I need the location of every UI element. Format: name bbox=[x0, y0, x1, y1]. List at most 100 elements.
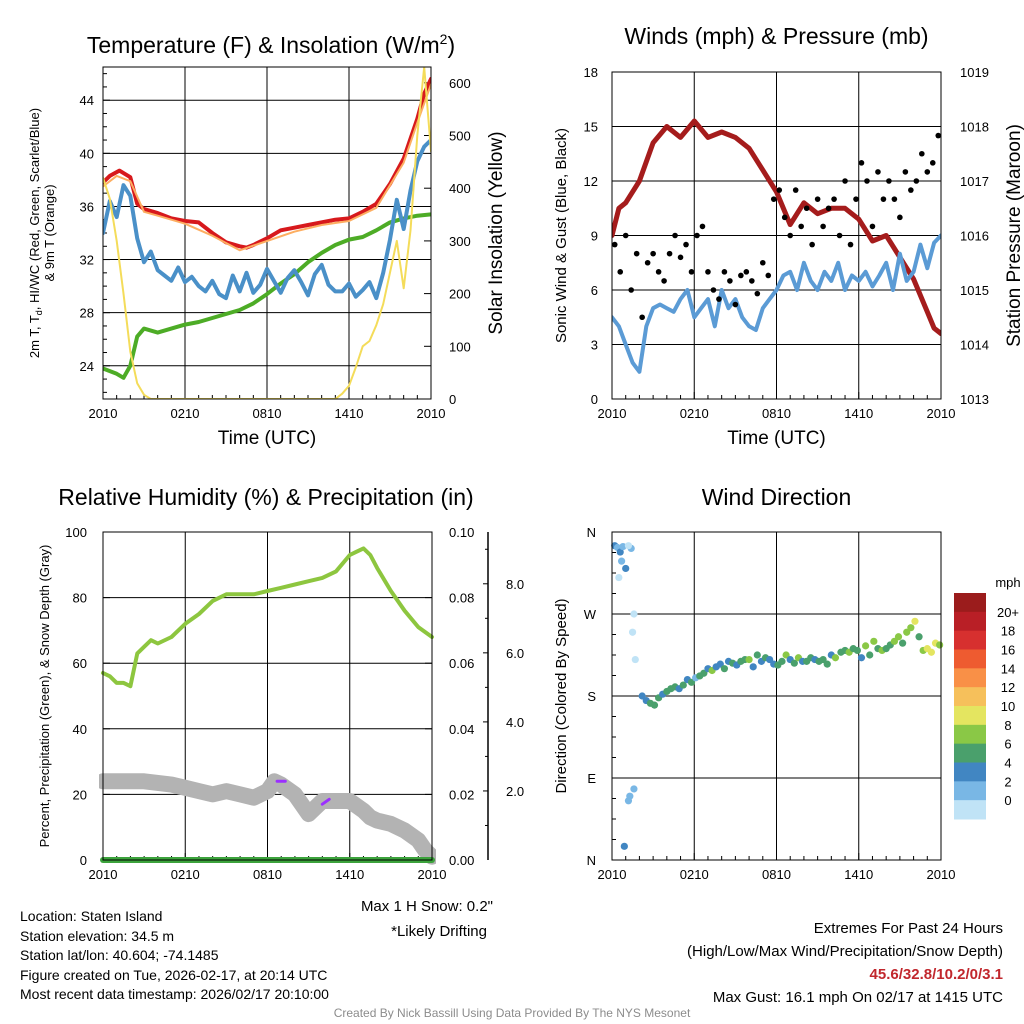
location-text: Location: Staten Island bbox=[20, 908, 163, 924]
y-right-tick-label: 1017 bbox=[960, 174, 989, 189]
gust-point bbox=[814, 196, 821, 202]
gust-point bbox=[886, 178, 892, 184]
gust-point bbox=[798, 223, 804, 230]
y-tick-label: 0 bbox=[80, 853, 87, 868]
x-tick-label: 0810 bbox=[253, 867, 282, 882]
x-tick-label: 0210 bbox=[680, 406, 709, 421]
gust-point bbox=[628, 287, 634, 293]
y-tick-label: 40 bbox=[73, 722, 87, 737]
direction-point bbox=[894, 633, 903, 641]
direction-point bbox=[857, 654, 866, 662]
likely-drifting-note: *Likely Drifting bbox=[391, 923, 487, 940]
colorbar-swatch bbox=[954, 706, 986, 726]
gust-point bbox=[842, 178, 848, 184]
extremes-title: Extremes For Past 24 Hours bbox=[813, 920, 1003, 937]
series-td bbox=[103, 212, 431, 380]
latlon-text: Station lat/lon: 40.604; -74.1485 bbox=[20, 947, 219, 963]
gust-point bbox=[644, 259, 651, 266]
gust-point bbox=[699, 223, 706, 230]
y-right-tick-label: 1013 bbox=[960, 392, 989, 407]
colorbar-tick-label: 14 bbox=[1001, 661, 1015, 676]
series-sonic-wind bbox=[612, 233, 941, 374]
gust-point bbox=[825, 205, 832, 212]
gust-point bbox=[633, 250, 640, 257]
y-tick-label: 0 bbox=[591, 392, 598, 407]
colorbar-tick-label: 20+ bbox=[997, 605, 1019, 620]
direction-point bbox=[624, 797, 633, 805]
temperature-y-axis-title: 2m T, Td, HI/WC (Red, Green, Scarlet/Blu… bbox=[27, 108, 44, 358]
gust-point bbox=[770, 196, 777, 202]
y-tick-label: 6 bbox=[591, 283, 598, 298]
precip-tick-label: 0.00 bbox=[449, 853, 474, 868]
y-tick-label: 18 bbox=[584, 65, 598, 80]
gust-point bbox=[853, 196, 859, 202]
series-likely-drifting bbox=[320, 797, 331, 806]
gust-point bbox=[650, 250, 656, 257]
x-tick-label: 0810 bbox=[762, 406, 791, 421]
gust-point bbox=[612, 241, 618, 248]
gust-point bbox=[836, 232, 843, 239]
direction-point bbox=[616, 548, 624, 556]
colorbar-swatch bbox=[954, 724, 986, 745]
series-solar-insolation bbox=[103, 67, 431, 399]
y-tick-label: 40 bbox=[80, 146, 94, 161]
colorbar-swatch bbox=[954, 743, 986, 763]
direction-point bbox=[899, 639, 907, 647]
y-tick-label: 20 bbox=[73, 787, 87, 802]
recent-data-text: Most recent data timestamp: 2026/02/17 2… bbox=[20, 986, 329, 1002]
gust-point bbox=[705, 269, 711, 275]
gust-point bbox=[776, 187, 783, 193]
direction-point bbox=[650, 701, 659, 709]
x-axis-title: Time (UTC) bbox=[218, 428, 317, 449]
y-right-tick-label: 100 bbox=[449, 339, 471, 354]
direction-point bbox=[617, 557, 626, 565]
gust-point bbox=[929, 160, 936, 166]
direction-point bbox=[915, 633, 923, 641]
precip-tick-label: 0.06 bbox=[449, 656, 474, 671]
x-tick-label: 0810 bbox=[253, 406, 282, 421]
gust-point bbox=[617, 269, 624, 275]
colorbar-swatch bbox=[954, 630, 986, 650]
direction-point bbox=[620, 842, 628, 850]
winds-y-axis-title: Sonic Wind & Gust (Blue, Black) bbox=[553, 128, 570, 343]
y-right-tick-label: 1019 bbox=[960, 65, 989, 80]
pressure-y-axis-title: Station Pressure (Maroon) bbox=[1004, 124, 1024, 347]
gust-point bbox=[924, 169, 931, 175]
direction-point bbox=[679, 681, 687, 689]
x-tick-label: 2010 bbox=[927, 406, 956, 421]
x-tick-label: 2010 bbox=[418, 867, 447, 882]
colorbar-tick-label: 8 bbox=[1004, 718, 1011, 733]
direction-tick-label: S bbox=[587, 689, 596, 704]
colorbar-tick-label: 2 bbox=[1004, 774, 1011, 789]
gust-point bbox=[721, 269, 728, 275]
y-tick-label: 44 bbox=[80, 93, 94, 108]
x-tick-label: 1410 bbox=[335, 406, 364, 421]
gust-point bbox=[858, 160, 865, 166]
colorbar-tick-label: 12 bbox=[1001, 680, 1015, 695]
direction-y-axis-title: Direction (Colored By Speed) bbox=[553, 598, 570, 793]
snow-depth-tick-label: 2.0 bbox=[506, 784, 524, 799]
series-station-pressure bbox=[612, 118, 941, 337]
direction-point bbox=[936, 641, 944, 649]
temperature-y-axis-title-line2: & 9m T (Orange) bbox=[42, 184, 57, 281]
gust-point bbox=[727, 278, 733, 284]
gust-point bbox=[847, 241, 854, 248]
max-snow-note: Max 1 H Snow: 0.2" bbox=[361, 898, 493, 915]
series-hi-wc bbox=[103, 138, 431, 301]
y-tick-label: 100 bbox=[65, 525, 87, 540]
direction-point bbox=[749, 663, 757, 671]
snow-depth-tick-label: 4.0 bbox=[506, 715, 524, 730]
winds-series bbox=[612, 118, 941, 374]
wind-direction-chart-title: Wind Direction bbox=[702, 484, 852, 510]
direction-point bbox=[927, 648, 936, 656]
x-tick-label: 2010 bbox=[89, 867, 118, 882]
humidity-chart-title: Relative Humidity (%) & Precipitation (i… bbox=[58, 484, 473, 510]
direction-point bbox=[831, 654, 840, 662]
y-tick-label: 32 bbox=[80, 253, 94, 268]
direction-point bbox=[720, 665, 729, 673]
y-right-tick-label: 300 bbox=[449, 234, 471, 249]
colorbar-label: mph bbox=[995, 575, 1020, 590]
x-tick-label: 1410 bbox=[844, 406, 873, 421]
created-text: Figure created on Tue, 2026-02-17, at 20… bbox=[20, 966, 328, 983]
